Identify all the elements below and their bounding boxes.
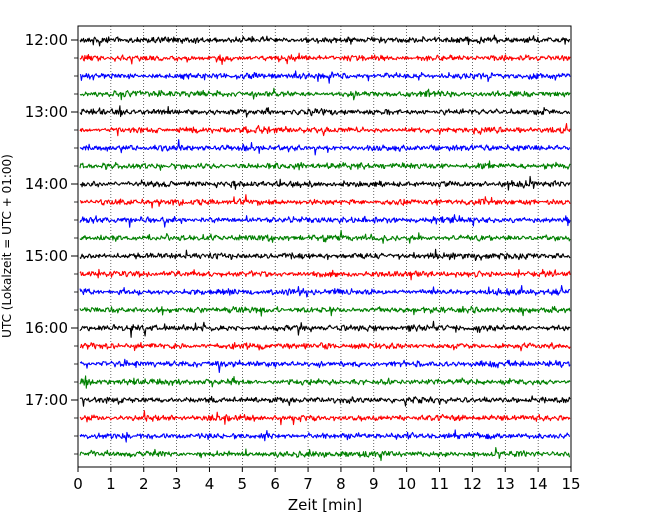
x-tick-label: 12 (463, 475, 482, 493)
seismic-trace (79, 284, 571, 298)
y-axis-label: UTC (Lokalzeit = UTC + 01:00) (0, 154, 14, 338)
seismic-trace (79, 268, 571, 281)
seismic-trace (79, 358, 571, 374)
seismic-trace (79, 447, 571, 462)
x-tick-label: 9 (369, 475, 379, 493)
seismic-trace (79, 395, 571, 407)
seismic-trace (79, 375, 571, 389)
seismic-trace (79, 248, 571, 262)
y-tick-label: 15:00 (25, 247, 68, 265)
seismic-trace (79, 341, 571, 352)
x-axis-ticks: 0 1 2 3 4 5 6 7 8 9 10 11 12 13 14 15 (73, 467, 581, 493)
y-tick-label: 17:00 (25, 391, 68, 409)
seismic-trace (79, 52, 571, 65)
seismic-trace (79, 70, 571, 84)
x-tick-label: 4 (205, 475, 215, 493)
x-tick-label: 14 (529, 475, 548, 493)
x-tick-label: 6 (270, 475, 280, 493)
x-tick-label: 15 (561, 475, 580, 493)
seismic-trace (79, 429, 571, 443)
y-axis-ticks: 12:00 13:00 14:00 15:00 16:00 17:00 (25, 31, 78, 455)
seismic-trace (79, 123, 571, 137)
x-tick-label: 10 (397, 475, 416, 493)
x-tick-label: 2 (139, 475, 149, 493)
x-tick-label: 8 (336, 475, 346, 493)
seismic-trace (79, 320, 571, 338)
x-axis-label: Zeit [min] (288, 496, 362, 514)
seismic-trace (79, 410, 571, 426)
seismic-trace (79, 160, 571, 171)
y-tick-label: 13:00 (25, 103, 68, 121)
seismic-trace (79, 105, 571, 118)
x-tick-label: 0 (73, 475, 83, 493)
seismic-trace (79, 229, 571, 244)
seismic-trace (79, 175, 571, 191)
seismic-trace (79, 305, 571, 317)
seismic-trace (79, 194, 571, 209)
x-tick-label: 11 (430, 475, 449, 493)
y-tick-label: 12:00 (25, 31, 68, 49)
seismic-trace (79, 87, 571, 101)
x-tick-label: 7 (303, 475, 313, 493)
y-tick-label: 16:00 (25, 319, 68, 337)
x-tick-label: 13 (496, 475, 515, 493)
y-tick-label: 14:00 (25, 175, 68, 193)
plot-frame (77, 25, 572, 468)
seismic-trace (79, 214, 571, 228)
seismic-trace (79, 34, 571, 47)
x-tick-label: 3 (172, 475, 182, 493)
x-tick-label: 5 (238, 475, 248, 493)
seismic-trace (79, 139, 571, 156)
x-tick-label: 1 (106, 475, 116, 493)
seismic-traces (79, 34, 571, 462)
